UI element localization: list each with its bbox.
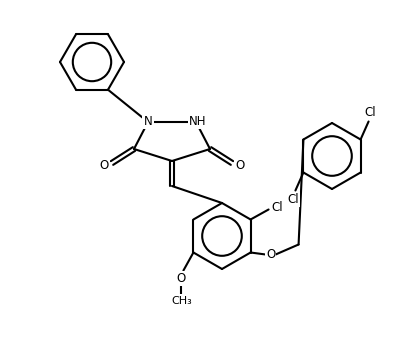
Text: Cl: Cl	[365, 106, 377, 119]
Text: O: O	[266, 248, 275, 261]
Text: Cl: Cl	[272, 201, 283, 214]
Text: NH: NH	[189, 115, 207, 128]
Text: CH₃: CH₃	[171, 295, 192, 305]
Text: O: O	[99, 159, 109, 172]
Text: O: O	[235, 159, 245, 172]
Text: N: N	[144, 115, 152, 128]
Text: Cl: Cl	[288, 193, 299, 206]
Text: O: O	[177, 272, 186, 285]
